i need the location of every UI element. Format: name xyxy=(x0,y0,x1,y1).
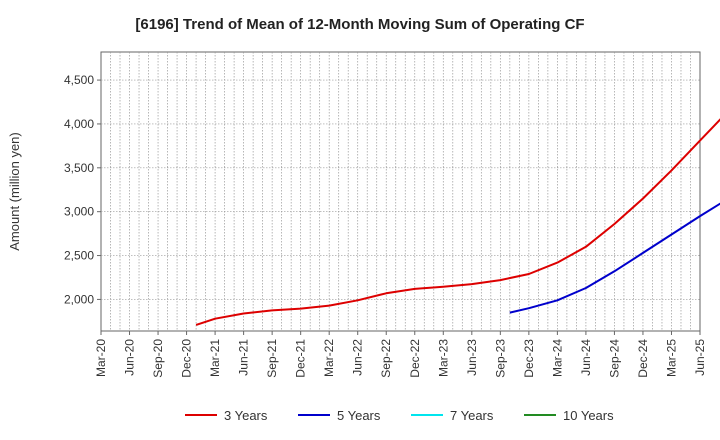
x-tick-label: Jun-20 xyxy=(123,339,137,376)
x-tick-label: Sep-24 xyxy=(607,339,621,378)
chart-title: [6196] Trend of Mean of 12-Month Moving … xyxy=(135,16,584,33)
legend-label: 5 Years xyxy=(337,408,381,423)
x-tick-label: Mar-21 xyxy=(208,339,222,377)
x-tick-label: Sep-22 xyxy=(379,339,393,378)
x-tick-label: Jun-24 xyxy=(579,339,593,376)
x-tick-label: Sep-23 xyxy=(493,339,507,378)
legend-label: 10 Years xyxy=(563,408,614,423)
x-tick-label: Sep-20 xyxy=(151,339,165,378)
series-line-3-years xyxy=(195,118,720,326)
x-tick-label: Sep-21 xyxy=(265,339,279,378)
plot-area xyxy=(100,51,701,332)
y-tick-label: 4,000 xyxy=(64,117,94,131)
x-tick-label: Mar-25 xyxy=(664,339,678,377)
x-tick-label: Dec-21 xyxy=(294,339,308,378)
y-axis-label: Amount (million yen) xyxy=(7,132,22,251)
series-line-5-years xyxy=(509,202,720,314)
x-tick-label: Jun-23 xyxy=(465,339,479,376)
y-tick-label: 2,500 xyxy=(64,249,94,263)
y-tick-label: 3,000 xyxy=(64,205,94,219)
y-tick-labels: 2,000 2,500 3,000 3,500 4,000 4,500 xyxy=(64,73,101,306)
x-tick-label: Jun-21 xyxy=(237,339,251,376)
x-tick-label: Mar-20 xyxy=(94,339,108,377)
x-tick-label: Mar-23 xyxy=(436,339,450,377)
x-tick-label: Dec-24 xyxy=(636,339,650,378)
x-tick-label: Dec-23 xyxy=(522,339,536,378)
legend-label: 7 Years xyxy=(450,408,494,423)
x-tick-label: Dec-20 xyxy=(180,339,194,378)
x-tick-label: Dec-22 xyxy=(408,339,422,378)
x-tick-label: Jun-22 xyxy=(351,339,365,376)
legend-label: 3 Years xyxy=(224,408,268,423)
y-gridlines xyxy=(101,79,700,300)
legend: 3 Years 5 Years 7 Years 10 Years xyxy=(185,408,614,423)
x-tick-label: Mar-22 xyxy=(322,339,336,377)
x-tick-label: Mar-24 xyxy=(550,339,564,377)
series-lines xyxy=(195,118,720,326)
y-tick-label: 4,500 xyxy=(64,73,94,87)
x-tick-label: Jun-25 xyxy=(693,339,707,376)
y-tick-label: 2,000 xyxy=(64,292,94,306)
x-tick-labels: Mar-20 Jun-20 Sep-20 Dec-20 Mar-21 Jun-21 Sep-… xyxy=(94,331,707,378)
y-tick-label: 3,500 xyxy=(64,161,94,175)
